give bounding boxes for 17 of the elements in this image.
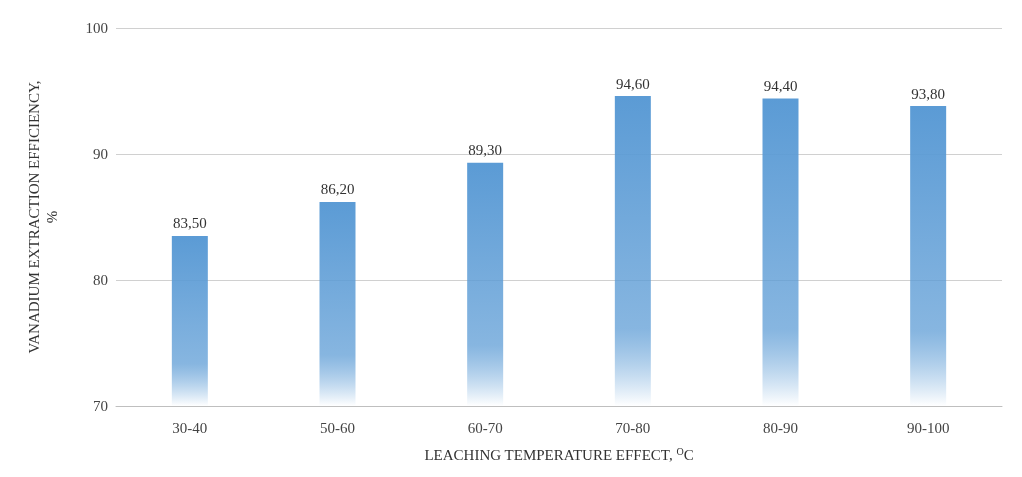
x-tick-label: 60-70	[467, 419, 503, 436]
x-tick-label: 80-90	[763, 419, 798, 436]
x-tick-label: 50-60	[320, 419, 355, 436]
y-tick-label: 90	[93, 146, 108, 162]
data-label: 94,60	[615, 75, 650, 92]
y-tick-label: 80	[93, 272, 108, 288]
data-label: 83,50	[172, 215, 207, 232]
data-label: 89,30	[468, 142, 503, 159]
y-tick-label: 70	[93, 398, 108, 414]
x-tick-label: 30-40	[172, 419, 208, 436]
y-tick-label: 100	[85, 20, 108, 36]
x-tick-label: 90-100	[906, 419, 950, 436]
data-label: 86,20	[320, 181, 355, 198]
data-label: 93,80	[911, 85, 946, 102]
x-tick-label: 70-80	[615, 419, 651, 436]
y-axis-title: VANADIUM EXTRACTION EFFICIENCY, %	[26, 80, 60, 354]
data-label: 94,40	[763, 78, 798, 95]
